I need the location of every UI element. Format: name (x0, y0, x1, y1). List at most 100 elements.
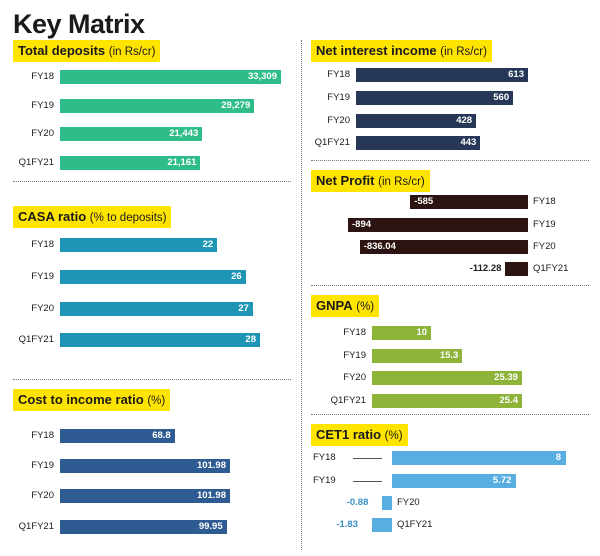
bar (356, 91, 514, 105)
bar (60, 156, 201, 170)
section-divider (311, 160, 589, 161)
bar (410, 195, 528, 209)
bar (60, 520, 227, 534)
category-label: FY18 (327, 69, 350, 80)
value-label: 28 (245, 334, 256, 345)
panel-title: Net interest income (in Rs/cr) (311, 40, 492, 62)
bar (392, 474, 517, 488)
value-label: 101.98 (196, 490, 226, 501)
value-label: 613 (508, 69, 524, 80)
panel-title: Net Profit (in Rs/cr) (311, 170, 430, 192)
category-label: FY19 (31, 271, 54, 282)
bar (60, 99, 255, 113)
category-label: FY20 (327, 115, 350, 126)
bar (359, 240, 528, 254)
bar (348, 218, 528, 232)
value-label: -836.04 (363, 241, 396, 252)
bar (60, 333, 260, 347)
category-label: FY18 (31, 239, 54, 250)
value-label: 15.3 (439, 350, 459, 361)
panel-title-text: Total deposits (18, 43, 106, 58)
category-label: Q1FY21 (330, 395, 366, 406)
category-label: FY18 (313, 452, 336, 463)
panel-title: Cost to income ratio (%) (13, 389, 171, 411)
bar (60, 70, 281, 84)
section-divider (13, 379, 291, 380)
panel-title-unit: (%) (147, 395, 166, 407)
category-label: Q1FY21 (18, 157, 54, 168)
value-label: 25.4 (499, 395, 519, 406)
section-divider (311, 414, 589, 415)
bar (392, 451, 566, 465)
value-label: 8 (555, 452, 561, 463)
bar (60, 270, 246, 284)
bar (60, 302, 253, 316)
panel-title: CET1 ratio (%) (311, 424, 408, 446)
panel-title-text: Net interest income (316, 43, 437, 58)
value-label: 26 (231, 271, 242, 282)
section-divider (311, 285, 589, 286)
value-label: 25.39 (494, 372, 518, 383)
value-label: -894 (352, 219, 372, 230)
bar (356, 136, 481, 150)
category-label: FY20 (31, 303, 54, 314)
value-label: 101.98 (196, 460, 226, 471)
page-title: Key Matrix (13, 9, 145, 39)
value-label: 21,161 (167, 157, 197, 168)
panel-title-unit: (in Rs/cr) (440, 46, 487, 58)
value-label: 560 (493, 92, 510, 103)
category-label: Q1FY21 (314, 137, 350, 148)
panel-title-text: Net Profit (316, 173, 375, 188)
panel-title-unit: (% to deposits) (89, 212, 167, 224)
category-label: FY20 (31, 490, 54, 501)
category-label: FY20 (533, 241, 556, 252)
panel-title: Total deposits (in Rs/cr) (13, 40, 161, 62)
value-label: -112.28 (469, 263, 502, 274)
value-label: 27 (238, 303, 249, 314)
category-label: FY19 (343, 350, 366, 361)
column-divider (301, 40, 302, 550)
value-label: 68.8 (152, 430, 171, 441)
value-label: -0.88 (346, 497, 369, 508)
bar (60, 127, 203, 141)
leader-line (353, 481, 382, 482)
value-label: 33,309 (247, 71, 277, 82)
category-label: FY19 (533, 219, 556, 230)
section-divider (13, 181, 291, 182)
value-label: 22 (202, 239, 214, 250)
leader-line (353, 458, 382, 459)
value-label: 99.95 (198, 521, 223, 532)
bar (505, 262, 528, 276)
category-label: FY19 (327, 92, 350, 103)
panel-title-text: CASA ratio (18, 209, 87, 224)
value-label: 443 (460, 137, 477, 148)
value-label: 21,443 (169, 128, 199, 139)
category-label: Q1FY21 (397, 519, 433, 530)
category-label: FY20 (397, 497, 420, 508)
category-label: FY18 (31, 71, 54, 82)
value-label: 428 (456, 115, 473, 126)
category-label: FY18 (31, 430, 54, 441)
value-label: 10 (416, 327, 428, 338)
category-label: Q1FY21 (18, 334, 54, 345)
panel-title-unit: (%) (384, 430, 403, 442)
category-label: Q1FY21 (18, 521, 54, 532)
panel-title-text: Cost to income ratio (18, 392, 144, 407)
category-label: FY20 (343, 372, 366, 383)
category-label: FY19 (313, 475, 336, 486)
category-label: Q1FY21 (533, 263, 569, 274)
bar (60, 238, 218, 252)
bar (372, 326, 432, 340)
value-label: 5.72 (492, 475, 512, 486)
bar (60, 489, 230, 503)
panel-title-unit: (in Rs/cr) (108, 46, 156, 58)
category-label: FY18 (343, 327, 366, 338)
bar (60, 429, 175, 443)
panel-title-unit: (%) (356, 301, 375, 313)
bar (372, 349, 463, 363)
category-label: FY19 (31, 460, 54, 471)
category-label: FY19 (31, 100, 54, 111)
bar (60, 459, 230, 473)
value-label: -1.83 (336, 519, 358, 530)
panel-title: GNPA (%) (311, 295, 380, 317)
